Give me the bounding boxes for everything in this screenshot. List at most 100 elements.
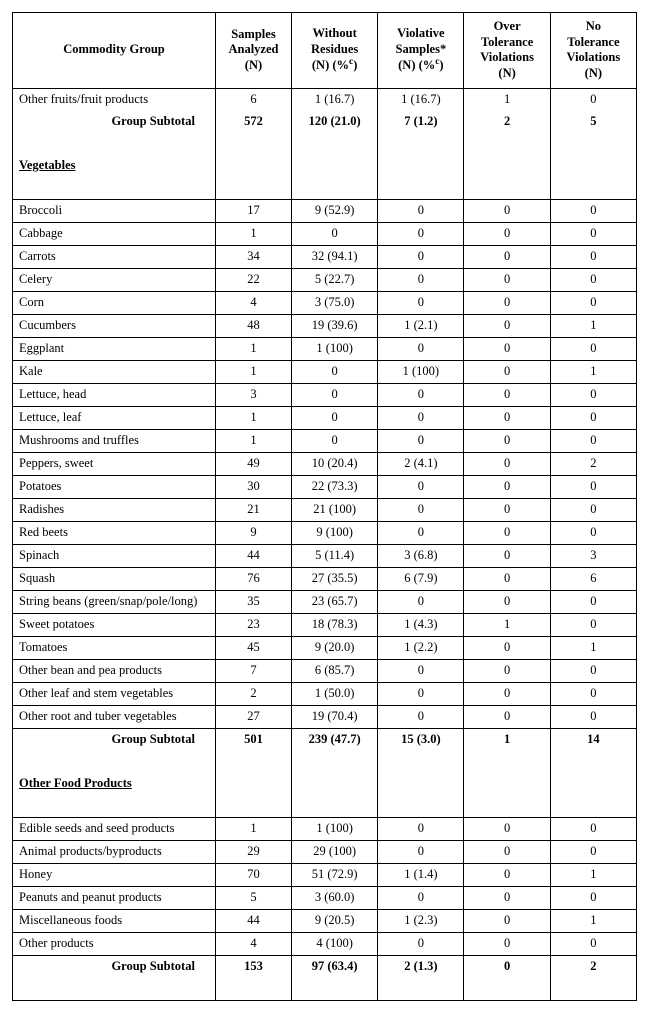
value-cell: 9 (20.0) (292, 636, 378, 659)
value-cell: 7 (1.2) (378, 111, 464, 133)
value-cell: 1 (550, 314, 636, 337)
commodity-name-cell: Group Subtotal (13, 111, 216, 133)
value-cell: 0 (464, 429, 550, 452)
table-row: String beans (green/snap/pole/long)3523 … (13, 590, 637, 613)
value-cell: 32 (94.1) (292, 245, 378, 268)
value-cell: 6 (550, 567, 636, 590)
value-cell: 1 (2.2) (378, 636, 464, 659)
value-cell: 572 (215, 111, 291, 133)
table-row: Broccoli179 (52.9)000 (13, 199, 637, 222)
value-cell: 1 (215, 222, 291, 245)
value-cell: 6 (85.7) (292, 659, 378, 682)
value-cell: 0 (550, 406, 636, 429)
value-cell: 0 (550, 659, 636, 682)
col-header-samples: SamplesAnalyzed(N) (215, 13, 291, 89)
value-cell: 0 (378, 682, 464, 705)
value-cell: 1 (100) (292, 817, 378, 840)
value-cell: 0 (292, 429, 378, 452)
value-cell: 1 (4.3) (378, 613, 464, 636)
commodity-name-cell: Mushrooms and truffles (13, 429, 216, 452)
value-cell: 22 (215, 268, 291, 291)
value-cell: 9 (215, 521, 291, 544)
section-header-row: Other Food Products (13, 773, 637, 795)
table-row: Other bean and pea products76 (85.7)000 (13, 659, 637, 682)
value-cell: 1 (16.7) (292, 88, 378, 111)
section-title: Other Food Products (13, 773, 216, 795)
value-cell: 0 (378, 199, 464, 222)
empty-cell (215, 155, 291, 177)
value-cell: 0 (464, 268, 550, 291)
value-cell: 0 (464, 567, 550, 590)
value-cell: 0 (464, 498, 550, 521)
value-cell: 239 (47.7) (292, 728, 378, 751)
value-cell: 5 (215, 886, 291, 909)
value-cell: 70 (215, 863, 291, 886)
commodity-name-cell: Peanuts and peanut products (13, 886, 216, 909)
commodity-name-cell: Potatoes (13, 475, 216, 498)
value-cell: 0 (378, 337, 464, 360)
table-row: Carrots3432 (94.1)000 (13, 245, 637, 268)
table-row: Cucumbers4819 (39.6)1 (2.1)01 (13, 314, 637, 337)
value-cell: 0 (464, 475, 550, 498)
table-body: Other fruits/fruit products61 (16.7)1 (1… (13, 88, 637, 1000)
value-cell: 17 (215, 199, 291, 222)
value-cell: 0 (464, 682, 550, 705)
value-cell: 5 (550, 111, 636, 133)
value-cell: 35 (215, 590, 291, 613)
commodity-name-cell: Honey (13, 863, 216, 886)
value-cell: 0 (550, 199, 636, 222)
value-cell: 0 (464, 659, 550, 682)
value-cell: 18 (78.3) (292, 613, 378, 636)
value-cell: 44 (215, 544, 291, 567)
value-cell: 1 (550, 863, 636, 886)
table-row: Other leaf and stem vegetables21 (50.0)0… (13, 682, 637, 705)
commodity-name-cell: Carrots (13, 245, 216, 268)
value-cell: 0 (550, 840, 636, 863)
empty-cell (378, 773, 464, 795)
table-row: Lettuce, head30000 (13, 383, 637, 406)
value-cell: 0 (378, 840, 464, 863)
empty-cell (292, 155, 378, 177)
value-cell: 2 (550, 452, 636, 475)
value-cell: 0 (550, 429, 636, 452)
value-cell: 0 (550, 613, 636, 636)
group-subtotal-row: Group Subtotal501239 (47.7)15 (3.0)114 (13, 728, 637, 751)
value-cell: 0 (464, 590, 550, 613)
value-cell: 0 (464, 222, 550, 245)
value-cell: 76 (215, 567, 291, 590)
value-cell: 1 (464, 728, 550, 751)
commodity-name-cell: Animal products/byproducts (13, 840, 216, 863)
value-cell: 5 (11.4) (292, 544, 378, 567)
value-cell: 0 (464, 840, 550, 863)
value-cell: 0 (378, 932, 464, 955)
value-cell: 0 (378, 659, 464, 682)
value-cell: 0 (464, 291, 550, 314)
value-cell: 1 (215, 406, 291, 429)
value-cell: 0 (464, 863, 550, 886)
col-header-violative: ViolativeSamples*(N) (%c) (378, 13, 464, 89)
spacer-row (13, 978, 637, 1001)
empty-cell (550, 773, 636, 795)
table-row: Miscellaneous foods449 (20.5)1 (2.3)01 (13, 909, 637, 932)
value-cell: 2 (464, 111, 550, 133)
value-cell: 9 (100) (292, 521, 378, 544)
commodity-name-cell: Peppers, sweet (13, 452, 216, 475)
value-cell: 0 (550, 498, 636, 521)
value-cell: 0 (464, 817, 550, 840)
value-cell: 1 (550, 636, 636, 659)
table-row: Edible seeds and seed products11 (100)00… (13, 817, 637, 840)
commodity-name-cell: Corn (13, 291, 216, 314)
value-cell: 0 (464, 909, 550, 932)
value-cell: 10 (20.4) (292, 452, 378, 475)
value-cell: 2 (215, 682, 291, 705)
table-row: Squash7627 (35.5)6 (7.9)06 (13, 567, 637, 590)
value-cell: 501 (215, 728, 291, 751)
value-cell: 1 (464, 613, 550, 636)
group-subtotal-row: Group Subtotal15397 (63.4)2 (1.3)02 (13, 955, 637, 978)
value-cell: 2 (1.3) (378, 955, 464, 978)
value-cell: 0 (292, 360, 378, 383)
table-row: Peppers, sweet4910 (20.4)2 (4.1)02 (13, 452, 637, 475)
value-cell: 0 (292, 406, 378, 429)
col-header-name: Commodity Group (13, 13, 216, 89)
commodity-name-cell: Kale (13, 360, 216, 383)
